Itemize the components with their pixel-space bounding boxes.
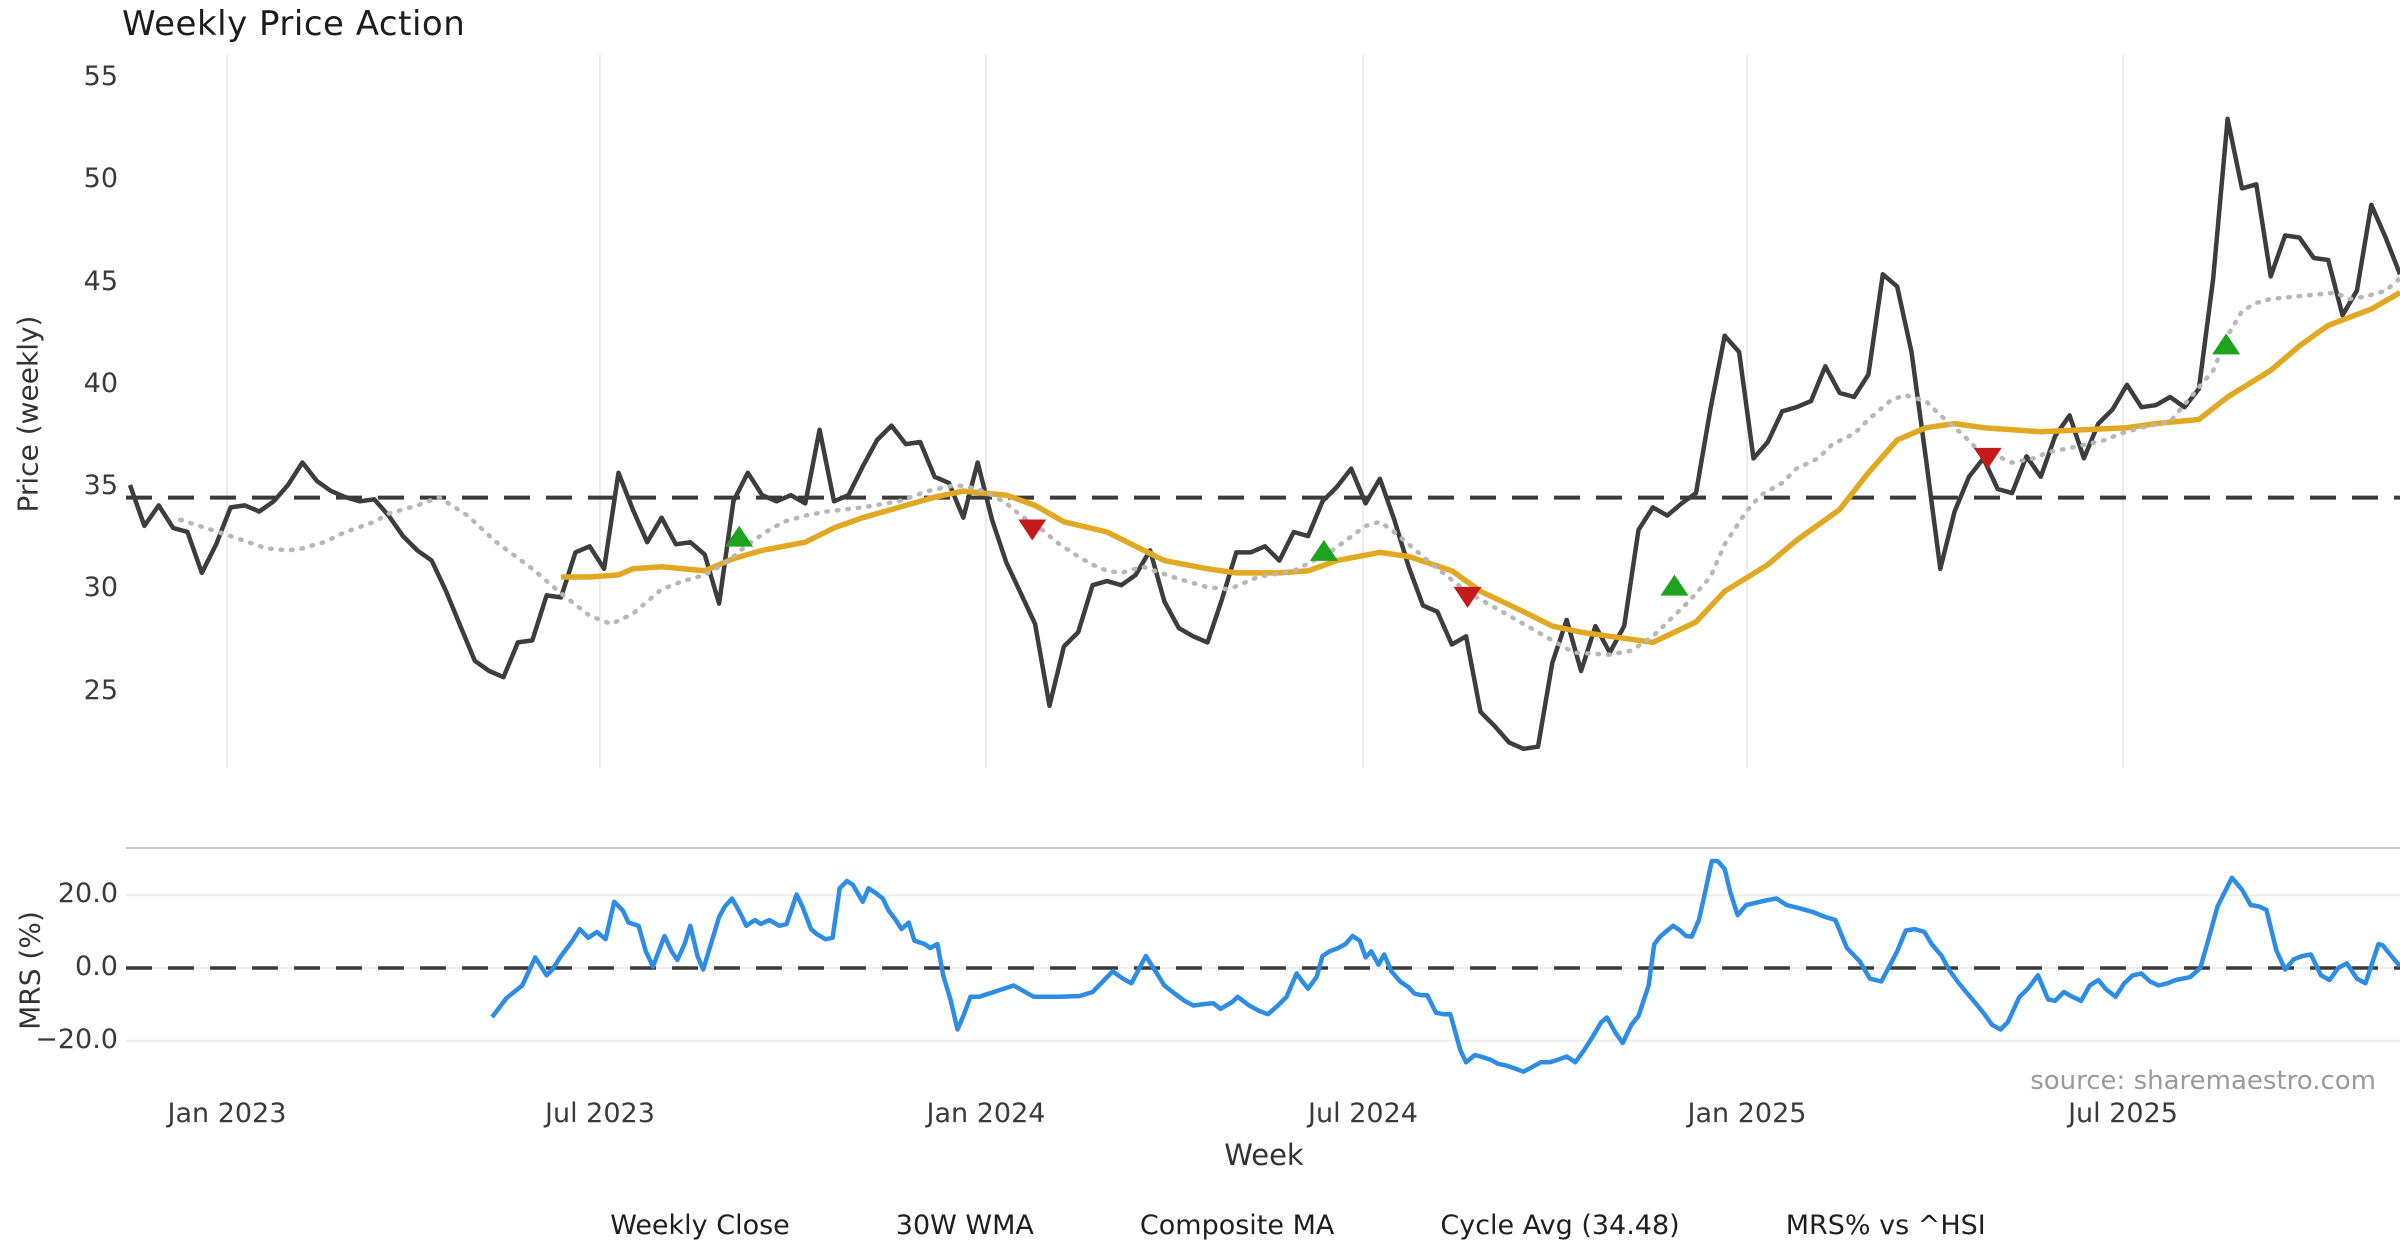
- x-tick-label: Jan 2023: [167, 1098, 287, 1129]
- x-tick-label: Jan 2025: [1687, 1098, 1807, 1129]
- buy-signal-icon: [1660, 574, 1689, 596]
- price-tick-label: 55: [83, 61, 118, 92]
- legend-item-weekly-close: Weekly Close: [542, 1210, 790, 1241]
- mrs-tick-label: −20.0: [35, 1023, 118, 1055]
- price-tick-label: 25: [83, 674, 118, 706]
- signal-markers: [725, 333, 2241, 608]
- price-tick-label: 40: [83, 367, 118, 399]
- price-tick-label: 30: [83, 572, 118, 604]
- legend-item-composite: Composite MA: [1072, 1210, 1334, 1241]
- legend-item-wma: 30W WMA: [828, 1210, 1034, 1241]
- buy-signal-icon: [2212, 333, 2241, 355]
- price-tick-label: 45: [83, 265, 118, 297]
- mrs-tick-label: 0.0: [75, 951, 118, 982]
- price-tick-label: 35: [83, 470, 118, 501]
- legend-item-cycle-avg: Cycle Avg (34.48): [1372, 1210, 1679, 1241]
- x-tick-label: Jan 2024: [926, 1098, 1046, 1129]
- legend-label: 30W WMA: [895, 1210, 1034, 1241]
- series-lines: [127, 116, 2400, 1074]
- legend-label: MRS% vs ^HSI: [1785, 1210, 1986, 1241]
- sell-signal-icon: [1453, 586, 1482, 608]
- legend-label: Cycle Avg (34.48): [1440, 1210, 1680, 1241]
- buy-signal-icon: [1309, 539, 1338, 561]
- source-note: source: sharemaestro.com: [2030, 1066, 2376, 1096]
- mrs-tick-label: 20.0: [57, 878, 118, 910]
- x-tick-label: Jul 2023: [545, 1098, 655, 1129]
- sell-signal-icon: [1973, 447, 2002, 469]
- x-tick-label: Jul 2024: [1308, 1098, 1418, 1129]
- buy-signal-icon: [725, 525, 754, 547]
- legend-item-mrs: MRS% vs ^HSI: [1718, 1210, 1986, 1241]
- sell-signal-icon: [1018, 519, 1047, 541]
- page-title: Weekly Price Action: [122, 4, 466, 44]
- x-tick-label: Jul 2025: [2068, 1098, 2178, 1129]
- price-tick-label: 50: [83, 163, 118, 195]
- cycle-avg-line: [126, 495, 2400, 970]
- x-axis-label: Week: [1224, 1138, 1304, 1172]
- legend-label: Composite MA: [1139, 1210, 1335, 1241]
- legend-label: Weekly Close: [610, 1210, 790, 1241]
- legend: Weekly Close 30W WMA Composite MA Cycle …: [128, 1210, 2400, 1241]
